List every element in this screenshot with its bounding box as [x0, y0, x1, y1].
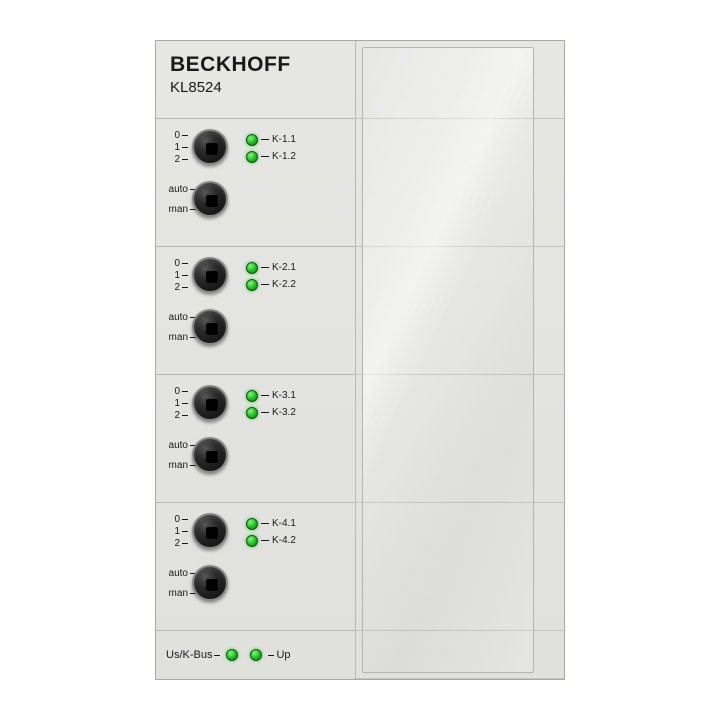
- led-label-k4-2: K-4.2: [272, 535, 296, 546]
- io-module: BECKHOFF KL8524 0 1 2 K-1.1 K-1.2: [155, 40, 565, 680]
- pos-0: 0: [164, 258, 180, 270]
- mode-labels: auto man: [160, 185, 188, 215]
- right-seg-2: [356, 247, 564, 375]
- status-left-label: Us/K-Bus: [166, 649, 212, 661]
- mode-auto: auto: [160, 313, 188, 323]
- led-k3-1: [246, 390, 258, 402]
- channel-1: 0 1 2 K-1.1 K-1.2 auto man: [156, 119, 355, 247]
- led-k2-1: [246, 262, 258, 274]
- right-panel: [356, 41, 564, 679]
- led-group-2: K-2.1 K-2.2: [246, 259, 296, 293]
- right-seg-header: [356, 41, 564, 119]
- status-bar: Us/K-Bus Up: [156, 631, 355, 679]
- led-group-3: K-3.1 K-3.2: [246, 387, 296, 421]
- status-right-label: Up: [276, 649, 290, 661]
- pos-1: 1: [164, 270, 180, 282]
- pos-2: 2: [164, 410, 180, 422]
- led-up: [250, 649, 262, 661]
- header: BECKHOFF KL8524: [156, 41, 355, 119]
- led-label-k4-1: K-4.1: [272, 518, 296, 529]
- led-label-k2-2: K-2.2: [272, 279, 296, 290]
- right-seg-4: [356, 503, 564, 631]
- led-group-1: K-1.1 K-1.2: [246, 131, 296, 165]
- mode-labels: auto man: [160, 313, 188, 343]
- mode-labels: auto man: [160, 569, 188, 599]
- position-labels: 0 1 2: [164, 386, 180, 422]
- led-k2-2: [246, 279, 258, 291]
- channel-4: 0 1 2 K-4.1 K-4.2 auto man: [156, 503, 355, 631]
- pos-1: 1: [164, 142, 180, 154]
- mode-labels: auto man: [160, 441, 188, 471]
- pos-0: 0: [164, 514, 180, 526]
- pos-2: 2: [164, 154, 180, 166]
- pos-0: 0: [164, 130, 180, 142]
- mode-man: man: [160, 589, 188, 599]
- led-k1-1: [246, 134, 258, 146]
- mode-man: man: [160, 205, 188, 215]
- pos-2: 2: [164, 282, 180, 294]
- mode-auto: auto: [160, 185, 188, 195]
- led-k4-2: [246, 535, 258, 547]
- led-k3-2: [246, 407, 258, 419]
- position-switch-row: 0 1 2 K-2.1 K-2.2: [164, 255, 349, 299]
- control-panel: BECKHOFF KL8524 0 1 2 K-1.1 K-1.2: [156, 41, 356, 679]
- mode-switch-row: auto man: [164, 179, 349, 223]
- position-knob-4[interactable]: [192, 513, 228, 549]
- pos-0: 0: [164, 386, 180, 398]
- mode-switch-row: auto man: [164, 307, 349, 351]
- mode-knob-4[interactable]: [192, 565, 228, 601]
- channel-3: 0 1 2 K-3.1 K-3.2 auto man: [156, 375, 355, 503]
- position-switch-row: 0 1 2 K-3.1 K-3.2: [164, 383, 349, 427]
- position-labels: 0 1 2: [164, 514, 180, 550]
- mode-switch-row: auto man: [164, 435, 349, 479]
- led-label-k1-1: K-1.1: [272, 134, 296, 145]
- position-knob-2[interactable]: [192, 257, 228, 293]
- model-label: KL8524: [170, 79, 345, 96]
- right-seg-1: [356, 119, 564, 247]
- led-label-k2-1: K-2.1: [272, 262, 296, 273]
- position-knob-1[interactable]: [192, 129, 228, 165]
- position-switch-row: 0 1 2 K-4.1 K-4.2: [164, 511, 349, 555]
- mode-knob-3[interactable]: [192, 437, 228, 473]
- position-labels: 0 1 2: [164, 258, 180, 294]
- right-seg-status: [356, 631, 564, 679]
- led-label-k3-1: K-3.1: [272, 390, 296, 401]
- mode-man: man: [160, 333, 188, 343]
- led-group-4: K-4.1 K-4.2: [246, 515, 296, 549]
- right-seg-3: [356, 375, 564, 503]
- led-k4-1: [246, 518, 258, 530]
- mode-switch-row: auto man: [164, 563, 349, 607]
- mode-knob-1[interactable]: [192, 181, 228, 217]
- led-label-k3-2: K-3.2: [272, 407, 296, 418]
- position-switch-row: 0 1 2 K-1.1 K-1.2: [164, 127, 349, 171]
- brand-label: BECKHOFF: [170, 53, 345, 77]
- pos-1: 1: [164, 398, 180, 410]
- mode-knob-2[interactable]: [192, 309, 228, 345]
- pos-2: 2: [164, 538, 180, 550]
- mode-auto: auto: [160, 441, 188, 451]
- led-k1-2: [246, 151, 258, 163]
- pos-1: 1: [164, 526, 180, 538]
- mode-man: man: [160, 461, 188, 471]
- position-knob-3[interactable]: [192, 385, 228, 421]
- mode-auto: auto: [160, 569, 188, 579]
- position-labels: 0 1 2: [164, 130, 180, 166]
- channel-2: 0 1 2 K-2.1 K-2.2 auto man: [156, 247, 355, 375]
- led-label-k1-2: K-1.2: [272, 151, 296, 162]
- led-us-kbus: [226, 649, 238, 661]
